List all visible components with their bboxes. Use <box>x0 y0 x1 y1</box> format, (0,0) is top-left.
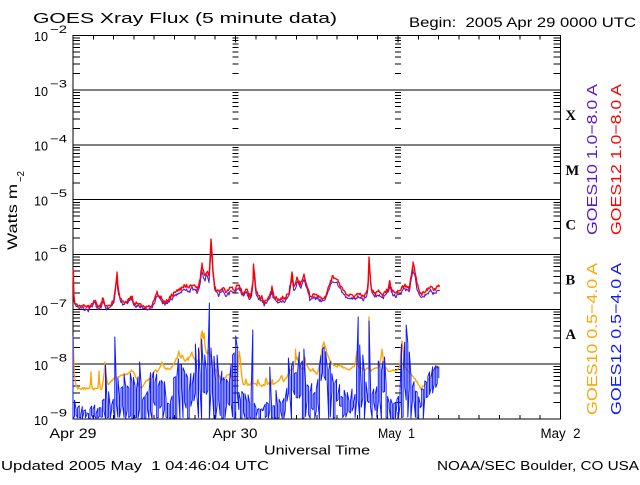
svg-text:10: 10 <box>34 413 48 428</box>
svg-text:Universal Time: Universal Time <box>264 443 370 458</box>
svg-text:Begin: 2005 Apr 29 0000 UTC: Begin: 2005 Apr 29 0000 UTC <box>409 15 636 30</box>
svg-text:−3: −3 <box>50 79 67 91</box>
svg-text:M: M <box>566 163 580 179</box>
svg-text:−6: −6 <box>50 243 67 255</box>
svg-text:X: X <box>566 108 577 124</box>
svg-text:10: 10 <box>34 303 48 318</box>
svg-text:Apr 30: Apr 30 <box>213 426 258 441</box>
svg-text:Apr 29: Apr 29 <box>50 426 97 441</box>
svg-text:NOAA/SEC Boulder, CO USA: NOAA/SEC Boulder, CO USA <box>437 458 639 473</box>
svg-text:−9: −9 <box>50 408 67 420</box>
svg-text:10: 10 <box>34 194 48 209</box>
svg-text:C: C <box>566 218 576 234</box>
svg-text:Watts m: Watts m <box>5 184 20 250</box>
svg-text:GOES12 0.5−4.0 A: GOES12 0.5−4.0 A <box>608 263 625 415</box>
svg-text:GOES10 0.5−4.0 A: GOES10 0.5−4.0 A <box>584 263 601 415</box>
svg-text:10: 10 <box>34 84 48 99</box>
svg-text:10: 10 <box>34 139 48 154</box>
svg-text:GOES10 1.0−8.0 A: GOES10 1.0−8.0 A <box>584 84 601 235</box>
svg-text:−7: −7 <box>50 298 67 310</box>
svg-text:−2: −2 <box>50 24 67 36</box>
svg-text:Updated 2005 May 1 04:46:04 U: Updated 2005 May 1 04:46:04 UTC <box>1 458 269 473</box>
svg-text:A: A <box>566 327 577 343</box>
svg-text:10: 10 <box>34 248 48 263</box>
svg-text:May 1: May 1 <box>378 426 415 441</box>
svg-text:−4: −4 <box>50 133 67 145</box>
svg-text:−8: −8 <box>50 353 67 365</box>
svg-text:GOES Xray Flux (5 minute data): GOES Xray Flux (5 minute data) <box>33 10 337 27</box>
svg-text:10: 10 <box>34 29 48 44</box>
svg-text:B: B <box>566 272 576 288</box>
svg-text:−2: −2 <box>15 171 27 182</box>
svg-text:GOES12 1.0−8.0 A: GOES12 1.0−8.0 A <box>608 84 625 235</box>
svg-text:−5: −5 <box>50 188 67 200</box>
svg-text:May 2: May 2 <box>541 426 581 441</box>
svg-text:10: 10 <box>34 358 48 373</box>
